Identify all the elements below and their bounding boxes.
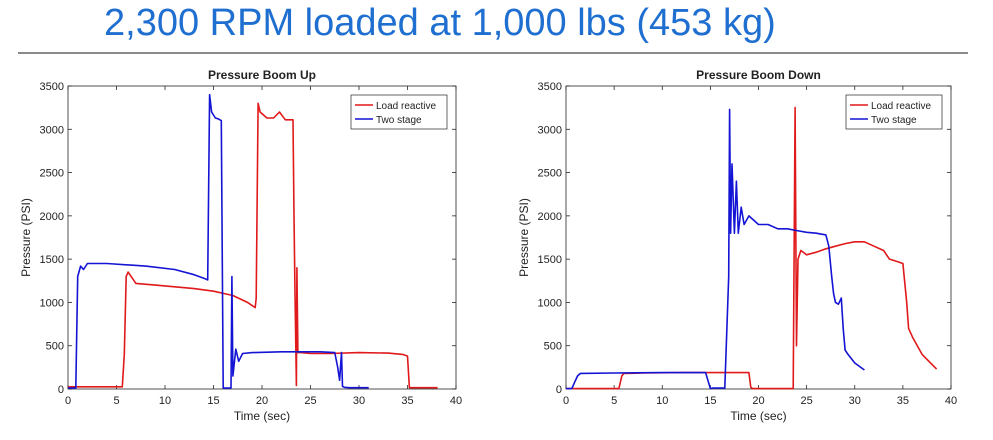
y-axis-label: Pressure (PSI) <box>517 198 531 277</box>
y-tick-label: 2000 <box>538 211 562 223</box>
legend-box <box>350 94 448 130</box>
series-line-load-reactive <box>68 102 438 389</box>
y-axis-label: Pressure (PSI) <box>19 198 33 277</box>
x-tick-label: 5 <box>611 395 617 407</box>
y-tick-label: 2000 <box>40 211 64 223</box>
x-tick-label: 40 <box>450 395 462 407</box>
y-tick-label: 1500 <box>538 254 562 266</box>
x-tick-label: 40 <box>945 395 957 407</box>
x-tick-label: 10 <box>656 395 668 407</box>
legend-label: Two stage <box>376 115 422 126</box>
x-tick-label: 0 <box>65 395 71 407</box>
y-tick-label: 0 <box>556 384 562 396</box>
x-tick-label: 25 <box>304 395 316 407</box>
x-tick-label: 30 <box>849 395 861 407</box>
x-tick-label: 15 <box>704 395 716 407</box>
y-tick-label: 500 <box>46 341 64 353</box>
y-tick-label: 2500 <box>40 168 64 180</box>
chart-title: Pressure Boom Up <box>208 68 316 82</box>
y-tick-label: 3000 <box>538 124 562 136</box>
x-tick-label: 20 <box>256 395 268 407</box>
title-divider <box>18 52 968 54</box>
plot-frame <box>67 85 457 390</box>
x-tick-label: 35 <box>401 395 413 407</box>
x-axis-label: Time (sec) <box>234 409 290 423</box>
y-tick-label: 1000 <box>538 297 562 309</box>
legend-label: Load reactive <box>376 101 436 112</box>
y-tick-label: 0 <box>58 384 64 396</box>
x-tick-label: 30 <box>353 395 365 407</box>
x-tick-label: 20 <box>752 395 764 407</box>
legend-label: Load reactive <box>871 101 931 112</box>
y-tick-label: 3000 <box>40 124 64 136</box>
y-tick-label: 1000 <box>40 297 64 309</box>
chart-title: Pressure Boom Down <box>696 68 821 82</box>
series-line-two-stage <box>68 93 369 389</box>
y-tick-label: 2500 <box>538 168 562 180</box>
x-tick-label: 5 <box>113 395 119 407</box>
y-tick-label: 3500 <box>40 81 64 93</box>
legend-label: Two stage <box>871 115 917 126</box>
plot-frame <box>565 85 952 390</box>
legend-box <box>845 94 943 130</box>
x-tick-label: 35 <box>897 395 909 407</box>
x-axis-label: Time (sec) <box>730 409 786 423</box>
x-tick-label: 15 <box>207 395 219 407</box>
series-line-two-stage <box>566 108 865 390</box>
chart-pressure-boom-up: Pressure Boom Up 0 5 10 15 20 25 30 35 40 0 500 1000… <box>19 68 462 423</box>
x-tick-label: 0 <box>563 395 569 407</box>
y-tick-label: 1500 <box>40 254 64 266</box>
y-tick-label: 500 <box>544 341 562 353</box>
x-tick-label: 10 <box>159 395 171 407</box>
y-tick-label: 3500 <box>538 81 562 93</box>
chart-pressure-boom-down: Pressure Boom Down 0 5 10 15 20 25 30 35 40 0 500 10… <box>517 68 957 423</box>
x-tick-label: 25 <box>801 395 813 407</box>
slide-title: 2,300 RPM loaded at 1,000 lbs (453 kg) <box>104 2 776 44</box>
